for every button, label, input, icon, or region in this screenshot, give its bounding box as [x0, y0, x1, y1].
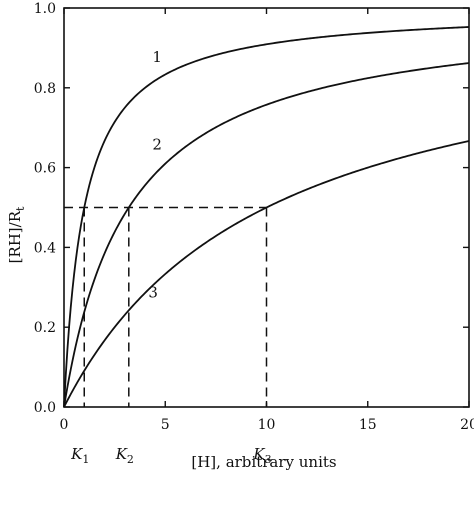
k-marker-label: K1: [70, 445, 89, 466]
y-tick-label: 0.8: [34, 81, 56, 97]
y-axis-title-main: [RH]/R: [6, 210, 24, 263]
curve-labels: 1 2 3: [148, 48, 162, 301]
half-saturation-guides: [64, 206, 268, 407]
x-axis-title: [H], arbitrary units: [191, 453, 336, 471]
y-axis-title-sub: t: [14, 206, 27, 211]
y-tick-label: 0.2: [34, 320, 56, 336]
k-subscript: 2: [127, 453, 134, 466]
plot-axes: 0 5 10 15 20 0.0 0.2 0.4 0.6 0.8 1.0: [34, 1, 474, 433]
k-markers: K1 K2 K3: [70, 445, 271, 466]
x-tick-label: 0: [60, 417, 69, 433]
k-subscript: 1: [82, 453, 89, 466]
k-letter: K: [252, 445, 265, 463]
y-tick-label: 0.0: [34, 400, 56, 416]
y-axis-title: [RH]/Rt: [6, 206, 27, 263]
y-tick-label: 0.6: [34, 161, 56, 177]
k-marker-label: K3: [252, 445, 271, 466]
k-subscript: 3: [265, 453, 272, 466]
curve-1: [63, 26, 470, 408]
x-tick-label: 5: [161, 417, 170, 433]
x-tick-label: 20: [460, 417, 474, 433]
y-tick-label: 1.0: [34, 1, 56, 17]
curve-label-2: 2: [152, 136, 162, 154]
binding-curves: [63, 26, 470, 408]
y-tick-label: 0.4: [34, 240, 56, 256]
x-tick-label: 10: [258, 417, 276, 433]
curve-label-1: 1: [152, 48, 162, 66]
x-tick-label: 15: [359, 417, 377, 433]
curve-2: [63, 62, 470, 408]
k-letter: K: [70, 445, 83, 463]
k-letter: K: [115, 445, 128, 463]
curve-label-3: 3: [148, 283, 158, 301]
curve-3: [63, 140, 470, 408]
k-marker-label: K2: [115, 445, 134, 466]
